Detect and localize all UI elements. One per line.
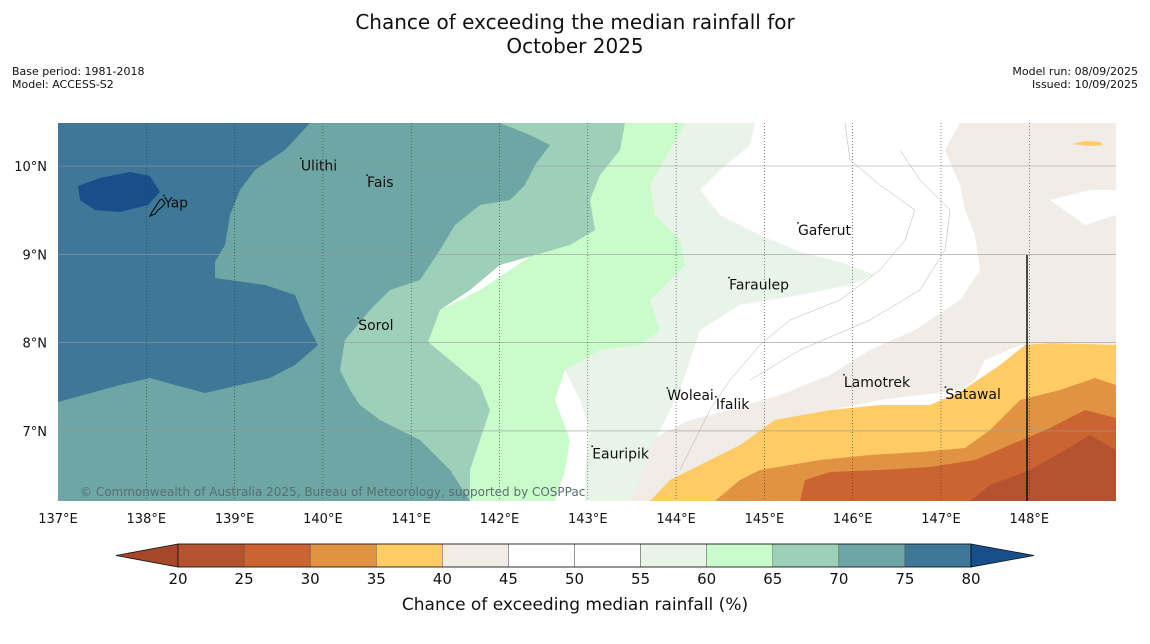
contour-60-65 <box>425 123 685 501</box>
issued-text: Issued: 10/09/2025 <box>1031 78 1138 91</box>
latitude-tick-label: 9°N <box>23 248 48 263</box>
longitude-tick-label: 139°E <box>215 512 255 527</box>
meta-left: Base period: 1981-2018 Model: ACCESS-S2 <box>12 65 144 91</box>
colorbar-arrow-high <box>970 543 1035 568</box>
contour-25-30 <box>970 435 1116 501</box>
latitude-tick-label: 8°N <box>23 337 48 352</box>
map-title: Chance of exceeding the median rainfall … <box>0 10 1150 58</box>
colorbar-segment <box>904 543 972 568</box>
colorbar-segment <box>309 543 377 568</box>
map-area: © Commonwealth of Australia 2025, Bureau… <box>58 123 1116 501</box>
colorbar-tick-label: 50 <box>565 570 584 588</box>
colorbar-tick-label: 70 <box>829 570 848 588</box>
place-label: Lamotrek <box>844 375 911 391</box>
place-label: Ulithi <box>301 158 337 174</box>
copyright-credit: © Commonwealth of Australia 2025, Bureau… <box>80 485 585 499</box>
place-marker <box>797 221 799 224</box>
place-marker <box>366 174 368 177</box>
place-marker <box>666 387 669 389</box>
place-marker <box>728 276 730 279</box>
longitude-tick-label: 145°E <box>745 512 785 527</box>
colorbar-tick-label: 65 <box>763 570 782 588</box>
colorbar-tick-label: 80 <box>961 570 980 588</box>
title-line-1: Chance of exceeding the median rainfall … <box>355 10 795 34</box>
contour-80-plus <box>78 172 160 212</box>
colorbar-segment <box>640 543 707 568</box>
longitude-labels: 137°E 138°E 139°E 140°E 141°E 142°E 143°E 144°E… <box>38 512 1049 527</box>
place-label: Satawal <box>945 387 1000 403</box>
colorbar-segment <box>838 543 906 568</box>
colorbar-segment <box>442 543 509 568</box>
place-label: Yap <box>163 196 188 212</box>
latitude-labels: 10°N 9°N 8°N 7°N <box>14 160 47 440</box>
colorbar-tick-label: 25 <box>235 570 254 588</box>
longitude-tick-label: 148°E <box>1010 512 1050 527</box>
longitude-tick-label: 137°E <box>38 512 78 527</box>
colorbar-segment <box>706 543 774 568</box>
place-marker <box>842 373 845 376</box>
model-text: Model: ACCESS-S2 <box>12 78 114 91</box>
longitude-tick-label: 144°E <box>656 512 696 527</box>
title-line-2: October 2025 <box>506 34 644 58</box>
colorbar-tick-label: 45 <box>499 570 518 588</box>
contour-line <box>749 149 951 381</box>
meta-right: Model run: 08/09/2025 Issued: 10/09/2025 <box>1012 65 1138 91</box>
colorbar-tick-label: 55 <box>631 570 650 588</box>
colorbar-tick-label: 40 <box>433 570 452 588</box>
colorbar-tick-label: 20 <box>168 570 187 588</box>
place-label: Gaferut <box>798 223 852 239</box>
colorbar-segment <box>508 543 575 568</box>
place-marker <box>357 317 360 320</box>
longitude-tick-label: 140°E <box>303 512 343 527</box>
place-label: Eauripik <box>592 446 650 462</box>
colorbar-frame <box>177 543 972 568</box>
longitude-tick-label: 138°E <box>127 512 167 527</box>
place-label: Woleai <box>667 388 714 404</box>
place-labels: Yap Ulithi Fais Gaferut Faraulep Sorol Lamotre… <box>163 157 1001 462</box>
model-run-text: Model run: 08/09/2025 <box>1012 65 1138 78</box>
place-label: Fais <box>367 175 394 191</box>
longitude-tick-label: 143°E <box>568 512 608 527</box>
colorbar-tick-label: 30 <box>301 570 320 588</box>
longitude-tick-label: 142°E <box>480 512 520 527</box>
place-label: Faraulep <box>729 278 789 294</box>
place-label: Sorol <box>358 318 393 334</box>
place-marker <box>163 194 165 197</box>
longitude-tick-label: 141°E <box>391 512 431 527</box>
colorbar-title: Chance of exceeding median rainfall (%) <box>402 595 748 615</box>
colorbar-tick-label: 75 <box>895 570 914 588</box>
colorbar-tick-label: 60 <box>697 570 716 588</box>
longitude-tick-label: 147°E <box>921 512 961 527</box>
place-label: Ifalik <box>716 397 750 413</box>
colorbar: 20 25 30 35 40 45 50 55 60 65 70 75 80 <box>115 543 1035 588</box>
colorbar-segment <box>243 543 311 568</box>
place-marker <box>944 386 947 389</box>
latitude-tick-label: 10°N <box>14 160 47 175</box>
colorbar-segment <box>574 543 641 568</box>
contour-line <box>679 123 916 471</box>
longitude-tick-label: 146°E <box>833 512 873 527</box>
colorbar-segment <box>177 543 245 568</box>
contour-40-45-spot <box>1072 141 1103 146</box>
latitude-tick-label: 7°N <box>23 425 48 440</box>
base-period-text: Base period: 1981-2018 <box>12 65 145 78</box>
longitude-gridlines <box>146 123 1030 501</box>
colorbar-segment <box>772 543 840 568</box>
colorbar-segment <box>376 543 443 568</box>
place-marker <box>714 395 717 398</box>
contour-45-50-north <box>617 123 1116 501</box>
yap-island <box>148 198 166 218</box>
place-marker <box>299 157 302 160</box>
place-marker <box>591 445 594 448</box>
colorbar-tick-label: 35 <box>367 570 386 588</box>
colorbar-arrow-low <box>115 543 179 568</box>
